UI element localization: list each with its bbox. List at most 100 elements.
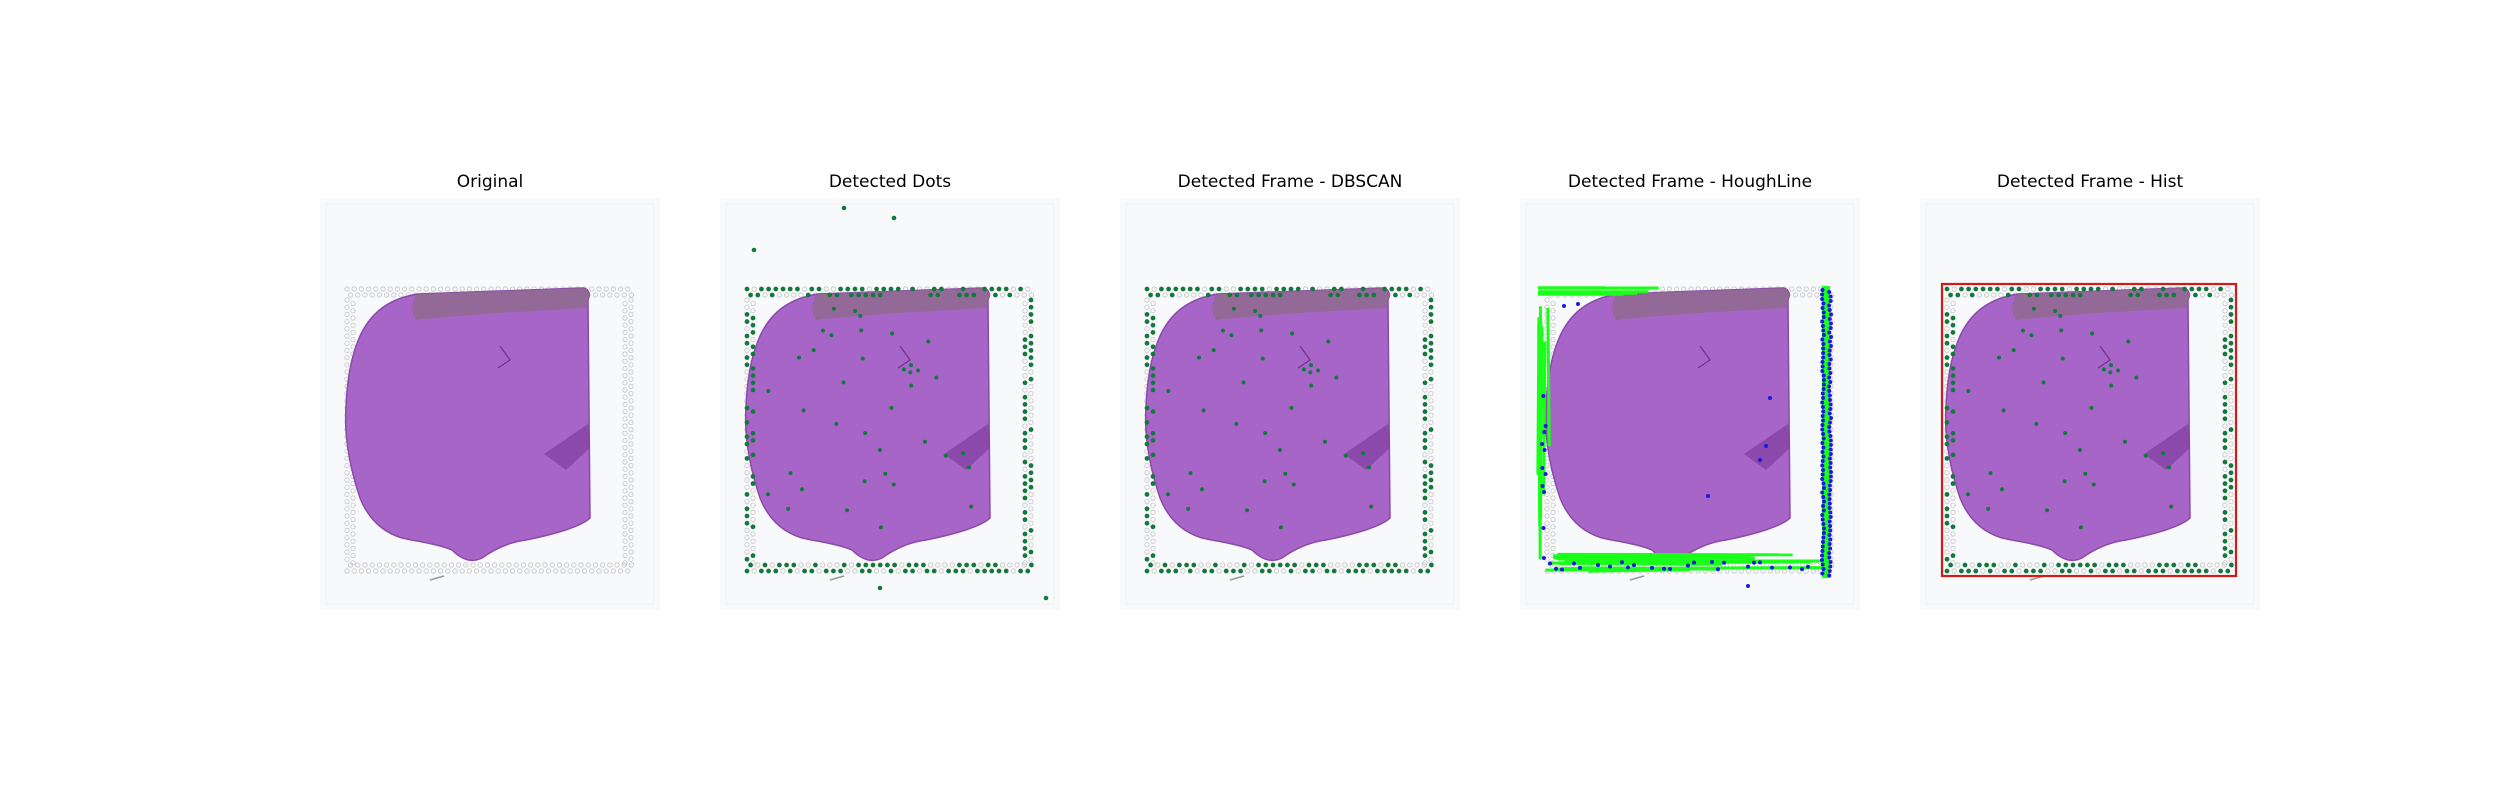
fiducial-spot — [628, 326, 634, 332]
fiducial-spot — [2228, 412, 2234, 418]
fiducial-spot — [628, 319, 634, 325]
detected-dot — [1950, 474, 1956, 479]
fiducial-spot — [1421, 292, 1427, 298]
detected-dot — [2193, 292, 2198, 298]
detected-dot — [1944, 340, 1950, 346]
fiducial-spot — [1191, 292, 1197, 298]
fiducial-spot — [628, 448, 634, 454]
fiducial-spot — [1194, 568, 1201, 574]
fiducial-spot — [1544, 534, 1550, 541]
detected-dot — [2143, 453, 2148, 458]
fiducial-spot — [466, 286, 472, 292]
cluster-dot — [1195, 286, 1200, 292]
fiducial-spot — [614, 292, 620, 298]
fiducial-spot — [365, 568, 372, 574]
detected-dot — [1022, 430, 1028, 436]
cluster-dot — [1259, 286, 1265, 292]
hough-point — [1541, 526, 1546, 530]
fiducial-spot — [1428, 542, 1434, 548]
fiducial-spot — [520, 562, 526, 568]
fiducial-spot — [438, 286, 444, 292]
detected-dot — [939, 286, 944, 292]
fiducial-spot — [2228, 513, 2234, 519]
hough-point — [1820, 297, 1825, 301]
detected-dot — [996, 286, 1002, 292]
detected-dot — [2088, 286, 2094, 292]
detected-dot — [744, 286, 750, 292]
fiducial-spot — [344, 362, 350, 368]
hough-point — [1827, 569, 1832, 573]
fiducial-spot — [394, 568, 401, 574]
tissue-image — [320, 198, 660, 610]
fiducial-spot — [607, 292, 613, 298]
fiducial-spot — [1550, 329, 1556, 335]
hough-point — [1686, 563, 1690, 568]
cluster-dot — [1313, 562, 1319, 568]
detected-dot — [2058, 313, 2063, 318]
fiducial-spot — [344, 286, 350, 292]
fiducial-spot — [1550, 308, 1556, 314]
cluster-dot — [1187, 568, 1193, 574]
detected-dot — [1944, 441, 1950, 447]
cluster-dot — [1263, 562, 1269, 568]
hough-point — [1821, 508, 1826, 513]
fiducial-spot — [1550, 531, 1556, 537]
fiducial-spot — [1422, 466, 1428, 472]
fiducial-spot — [344, 319, 350, 325]
fiducial-spot — [470, 562, 476, 568]
detected-dot — [2088, 568, 2094, 574]
fiducial-spot — [1028, 513, 1034, 519]
detected-dot — [1962, 562, 1968, 568]
fiducial-spot — [1234, 562, 1240, 568]
fiducial-spot — [1150, 308, 1156, 314]
cluster-dot — [1144, 434, 1150, 440]
detected-dot — [2128, 292, 2133, 298]
fiducial-spot — [2048, 562, 2054, 568]
detected-dot — [888, 568, 894, 574]
hough-point — [1828, 528, 1833, 533]
fiducial-spot — [1028, 542, 1034, 548]
fiducial-spot — [827, 562, 833, 568]
hough-point — [1828, 560, 1833, 564]
hough-point — [1758, 560, 1762, 565]
detected-dot — [1028, 312, 1034, 317]
fiducial-spot — [2199, 562, 2206, 568]
fiducial-spot — [1544, 498, 1550, 505]
hough-line — [1557, 567, 1681, 572]
hough-point — [1821, 409, 1826, 414]
detected-dot — [2207, 292, 2213, 298]
hough-point — [1542, 430, 1547, 434]
fiducial-spot — [628, 441, 634, 447]
fiducial-spot — [1144, 462, 1150, 469]
cluster-dot — [1428, 470, 1434, 476]
cluster-dot — [1238, 286, 1243, 292]
detected-dot — [744, 456, 750, 461]
fiducial-spot — [2228, 520, 2234, 526]
fiducial-spot — [820, 562, 826, 568]
detected-dot — [2095, 286, 2101, 292]
fiducial-spot — [755, 562, 761, 568]
tissue-section — [1144, 287, 1391, 562]
fiducial-spot — [2095, 568, 2101, 574]
hough-point — [1632, 563, 1636, 568]
detected-dot — [993, 562, 998, 568]
fiducial-spot — [1428, 556, 1434, 562]
cluster-dot — [1159, 568, 1164, 574]
detected-dot-group — [1944, 286, 2234, 574]
fiducial-spot — [1984, 292, 1990, 298]
hough-point — [1820, 517, 1825, 522]
cluster-dot — [1150, 366, 1156, 371]
detected-dot — [750, 438, 756, 443]
fiducial-spot — [1950, 337, 1956, 343]
fiducial-spot — [2228, 534, 2234, 541]
fiducial-spot — [1028, 383, 1034, 389]
detected-dot — [2062, 479, 2067, 484]
detected-dot — [971, 562, 977, 568]
fiducial-spot — [2222, 502, 2228, 508]
fiducial-spot — [574, 568, 580, 574]
hough-point — [1596, 563, 1600, 568]
cluster-dot — [1144, 506, 1150, 512]
detected-dot — [838, 286, 843, 292]
detected-dot — [2078, 525, 2083, 530]
detected-dot — [2038, 568, 2043, 574]
